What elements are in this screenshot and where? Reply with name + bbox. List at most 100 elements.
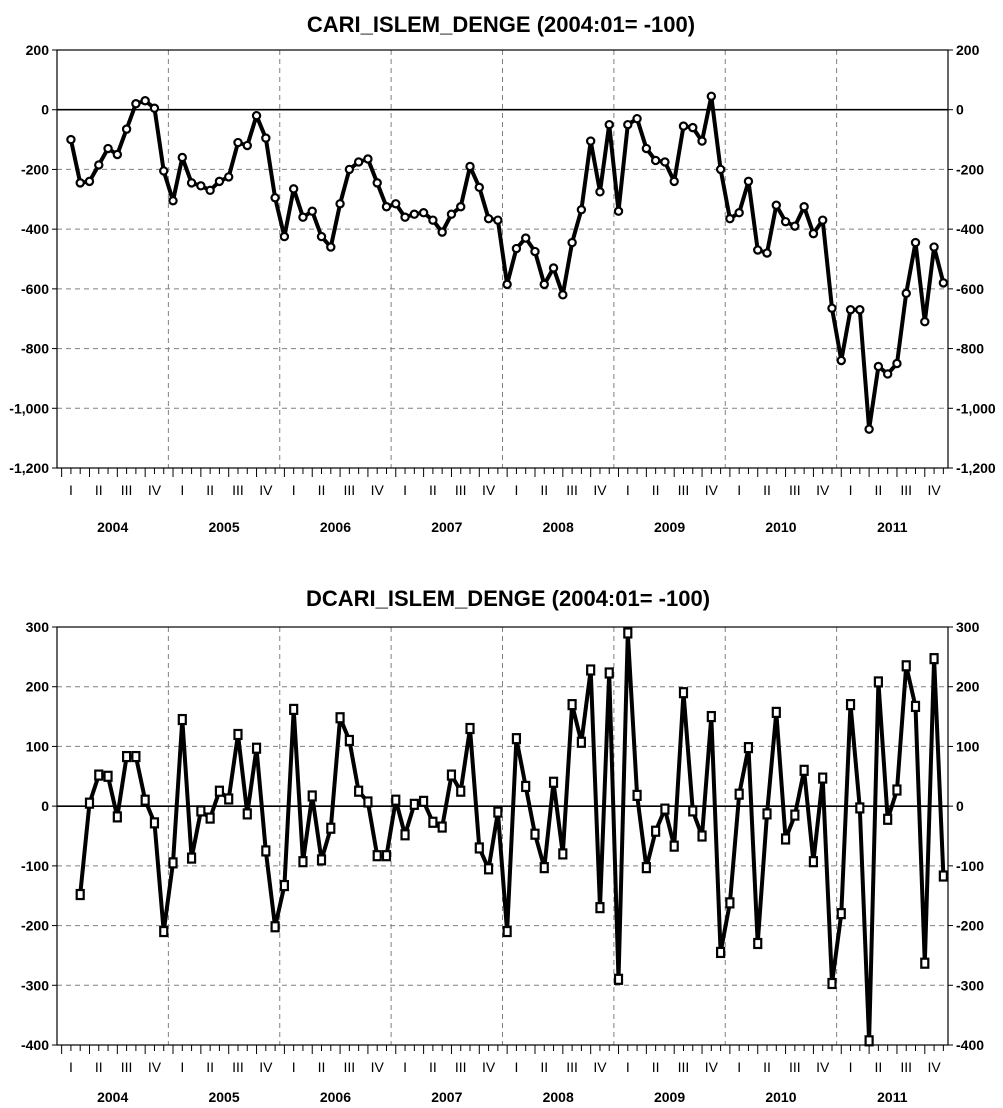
chart-2-data-point — [799, 764, 809, 776]
chart-2-year-label: 2006 — [320, 1089, 351, 1105]
chart-2-quarter-label: IV — [148, 1059, 162, 1075]
chart-2-data-point — [122, 750, 132, 763]
chart-1-data-point — [242, 140, 252, 151]
chart-1-data-point — [493, 215, 503, 225]
chart-2-data-point — [94, 769, 104, 781]
chart-2-ytick-label-left: 300 — [26, 619, 50, 635]
chart-2-data-point — [289, 703, 299, 716]
chart-2-data-point — [743, 742, 754, 754]
chart-2-data-point — [753, 937, 763, 950]
chart-2-data-point — [344, 734, 354, 747]
chart-1-data-point — [725, 213, 735, 224]
chart-2-data-point — [214, 785, 225, 797]
chart-1-data-point — [873, 361, 884, 372]
chart-1-quarter-label: III — [678, 482, 690, 498]
chart-2-quarter-label: I — [180, 1059, 184, 1075]
chart-1-data-point — [530, 246, 540, 257]
chart-1-data-point — [697, 136, 707, 146]
chart-2-data-point — [883, 813, 893, 825]
chart-1-data-point — [66, 134, 76, 145]
chart-2-data-point — [910, 700, 921, 713]
chart-2-data-point — [697, 830, 707, 842]
chart-2-data-point — [678, 687, 689, 699]
chart-1-quarter-label: IV — [371, 482, 385, 498]
chart-2-series — [75, 627, 948, 1047]
chart-1-ytick-label-right: 0 — [956, 102, 964, 118]
chart-1-axis-ticks: 200 200 0 0 -200 -200 -400 -400 -600 -600 -800 -800… — [9, 42, 996, 535]
chart-2-quarter-label: I — [626, 1059, 630, 1075]
chart-2-ytick-label-right: -100 — [956, 858, 984, 874]
chart-2-data-point — [465, 722, 475, 735]
chart-1-quarter-label: II — [540, 482, 548, 498]
chart-1-year-label: 2007 — [431, 519, 462, 535]
chart-1-ytick-label-left: -200 — [21, 161, 49, 177]
chart-2-data-point — [762, 808, 772, 820]
chart-2-ytick-label-right: -400 — [956, 1037, 984, 1053]
chart-2-ytick-label-right: 200 — [956, 679, 980, 695]
chart-1-data-point — [344, 164, 355, 175]
chart-2-quarter-label: IV — [593, 1059, 607, 1075]
chart-1-ytick-label-right: -600 — [956, 281, 984, 297]
chart-1-ytick-label-left: -1,000 — [9, 400, 49, 416]
chart-1-title: CARI_ISLEM_DENGE (2004:01= -100) — [307, 12, 695, 37]
chart-2-year-label: 2007 — [431, 1089, 462, 1105]
chart-2-data-point — [539, 862, 549, 874]
chart-2-data-point — [159, 925, 169, 938]
chart-2-data-point — [920, 957, 930, 969]
chart-2-data-point — [864, 1035, 874, 1047]
chart-2-quarter-label: IV — [371, 1059, 385, 1075]
chart-1-ytick-label-left: -800 — [21, 341, 49, 357]
chart-2-quarter-label: IV — [259, 1059, 273, 1075]
chart-2-data-point — [437, 821, 447, 833]
chart-1-quarter-label: IV — [148, 482, 162, 498]
chart-2-quarter-label: I — [292, 1059, 296, 1075]
chart-2-data-point — [502, 925, 512, 938]
chart-2-ytick-label-right: 300 — [956, 619, 980, 635]
chart-2-year-label: 2005 — [208, 1089, 239, 1105]
chart-1-data-point — [585, 136, 596, 146]
chart-2-data-point — [790, 809, 800, 821]
chart-2-year-label: 2004 — [97, 1089, 128, 1105]
chart-2-plot-frame — [56, 626, 949, 1046]
chart-2-ytick-label-right: -300 — [956, 977, 984, 993]
chart-1-data-point — [418, 208, 429, 218]
chart-1-quarter-label: I — [403, 482, 407, 498]
chart-1-data-point — [214, 176, 225, 187]
chart-2-data-point — [511, 733, 522, 745]
chart-1-data-point — [706, 91, 717, 101]
chart-1-quarter-label: IV — [816, 482, 830, 498]
chart-2-data-point — [446, 769, 457, 781]
chart-2-quarter-label: II — [875, 1059, 883, 1075]
chart-1-data-point — [521, 233, 531, 243]
chart-2-data-point — [929, 653, 939, 665]
chart-1-data-point — [929, 242, 939, 252]
chart-1-quarter-label: IV — [259, 482, 273, 498]
chart-2-data-point — [548, 776, 559, 788]
chart-1-data-point — [799, 202, 809, 212]
chart-1-quarter-label: IV — [927, 482, 941, 498]
chart-2-data-point — [771, 706, 781, 718]
chart-1-quarter-label: I — [737, 482, 741, 498]
chart-2-quarter-label: I — [69, 1059, 73, 1075]
chart-1-quarter-label: I — [849, 482, 853, 498]
chart-1-data-point — [678, 121, 689, 131]
chart-1-quarter-label: II — [318, 482, 326, 498]
chart-2-data-point — [474, 842, 484, 854]
chart-1-data-point — [827, 303, 837, 313]
chart-1-year-label: 2005 — [208, 519, 239, 535]
chart-1-data-point — [251, 110, 262, 121]
chart-2-data-point — [456, 785, 466, 797]
chart-2-data-point — [112, 811, 122, 823]
chart-1-data-point — [511, 243, 522, 254]
chart-2-quarter-label: III — [455, 1059, 467, 1075]
chart-2-ytick-label-right: 100 — [956, 738, 980, 754]
chart-1-ytick-label-right: 200 — [956, 42, 980, 58]
chart-1-data-point — [808, 228, 819, 239]
chart-1-quarter-label: I — [626, 482, 630, 498]
chart-1-quarter-label: II — [206, 482, 214, 498]
chart-2-quarter-label: III — [789, 1059, 801, 1075]
chart-1-data-point — [233, 137, 243, 148]
chart-1-year-label: 2004 — [97, 519, 128, 535]
chart-1-ytick-label-right: -800 — [956, 341, 984, 357]
